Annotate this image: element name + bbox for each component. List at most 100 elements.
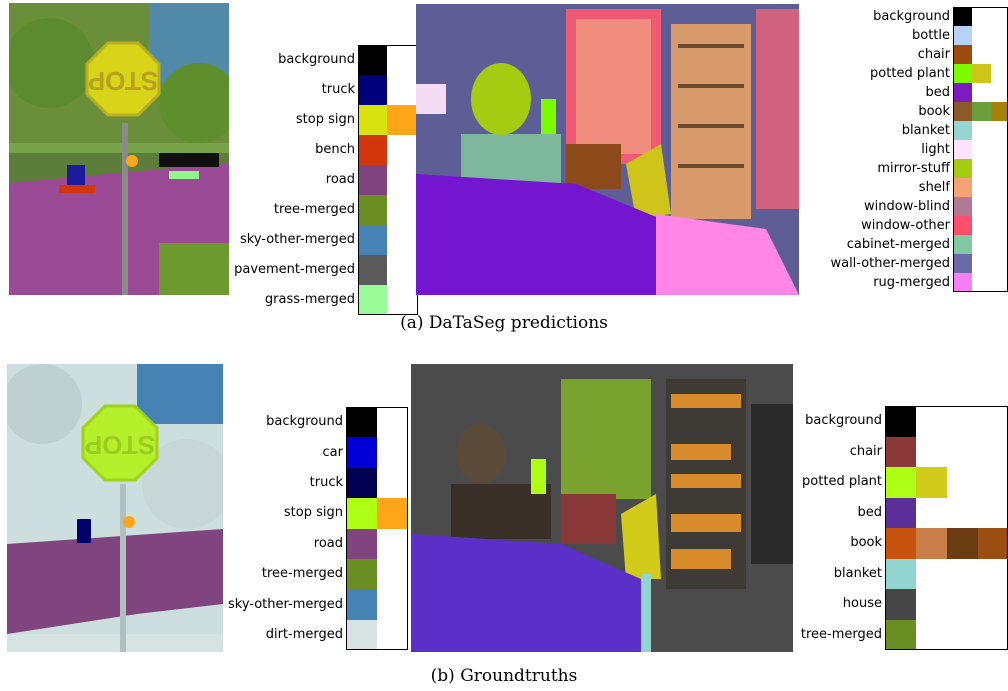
legend-swatch	[358, 75, 387, 105]
legend-row-stop-sign: stop sign	[296, 105, 418, 135]
legend-label: mirror-stuff	[877, 160, 950, 176]
legend-swatch	[953, 178, 972, 197]
legend-label: road	[313, 535, 343, 551]
legend-swatch	[916, 528, 947, 559]
legend-swatch	[885, 467, 916, 498]
legend-swatch	[885, 558, 916, 589]
legend-label: blanket	[901, 122, 950, 138]
legend-label: wall-other-merged	[830, 255, 950, 271]
legend-swatch	[885, 497, 916, 528]
legend-swatch	[972, 64, 991, 83]
legend-label: chair	[917, 46, 950, 62]
legend-swatch	[358, 45, 387, 75]
caption-a: (a) DaTaSeg predictions	[400, 313, 608, 333]
caption-b: (b) Groundtruths	[430, 666, 578, 686]
legend-swatch	[953, 273, 972, 292]
legend-row-book: book	[918, 102, 1008, 121]
legend-row-potted-plant: potted plant	[802, 467, 1008, 498]
legend-label: light	[921, 141, 950, 157]
legend-pred-room: background bottle chair potted plant bed book…	[830, 7, 1008, 294]
legend-label: shelf	[918, 179, 950, 195]
legend-row-bottle: bottle	[912, 26, 1008, 45]
legend-label: stop sign	[295, 112, 355, 127]
legend-label: car	[322, 444, 343, 460]
legend-row-bench: bench	[315, 135, 418, 165]
legend-row-truck: truck	[310, 467, 408, 499]
legend-label: road	[325, 172, 355, 187]
legend-gt-room: background chair potted plant bed book blanke…	[801, 406, 1008, 650]
legend-swatch	[953, 159, 972, 178]
legend-swatch	[346, 528, 377, 559]
legend-label: bed	[925, 84, 950, 100]
legend-frame	[885, 406, 1008, 650]
legend-label: tree-merged	[800, 626, 882, 642]
legend-row-dirt-merged: dirt-merged	[266, 619, 408, 651]
legend-label: bench	[315, 142, 355, 157]
legend-row-wall-other-merged: wall-other-merged	[830, 254, 1008, 273]
legend-swatch	[953, 83, 972, 102]
legend-label: blanket	[833, 565, 882, 581]
pred-room-image	[416, 4, 799, 295]
legend-row-shelf: shelf	[919, 178, 1008, 197]
legend-row-stop-sign: stop sign	[284, 498, 408, 529]
legend-swatch	[377, 498, 408, 529]
legend-frame	[358, 45, 418, 315]
legend-row-window-other: window-other	[861, 216, 1008, 235]
legend-label: truck	[321, 82, 355, 97]
legend-row-chair: chair	[850, 436, 1008, 467]
legend-swatch	[953, 45, 972, 64]
legend-row-bed: bed	[925, 83, 1008, 102]
legend-label: pavement-merged	[234, 262, 355, 277]
legend-row-blanket: blanket	[834, 558, 1008, 589]
legend-gt-street: background car truck stop sign road tree-merg…	[228, 407, 408, 651]
legend-swatch	[978, 528, 1008, 559]
legend-swatch	[346, 559, 377, 590]
legend-label: truck	[309, 474, 343, 490]
legend-label: sky-other-merged	[239, 232, 355, 247]
legend-label: sky-other-merged	[227, 596, 343, 612]
legend-swatch	[346, 498, 377, 529]
legend-swatch	[947, 528, 978, 559]
legend-row-grass-merged: grass-merged	[265, 285, 418, 315]
legend-swatch	[346, 619, 377, 651]
legend-row-sky-other-merged: sky-other-merged	[240, 225, 418, 255]
legend-swatch	[346, 467, 377, 499]
legend-swatch	[991, 102, 1008, 121]
legend-swatch	[885, 406, 916, 437]
legend-swatch	[387, 105, 416, 135]
legend-label: chair	[849, 443, 882, 459]
legend-swatch	[953, 235, 972, 254]
legend-row-mirror-stuff: mirror-stuff	[877, 159, 1008, 178]
legend-label: book	[850, 535, 882, 551]
legend-row-background: background	[805, 406, 1008, 437]
legend-label: window-blind	[864, 198, 950, 214]
legend-label: background	[805, 413, 882, 429]
legend-swatch	[358, 195, 387, 225]
legend-swatch	[953, 197, 972, 216]
legend-row-cabinet-merged: cabinet-merged	[847, 235, 1008, 254]
legend-swatch	[358, 285, 387, 315]
legend-label: tree-merged	[273, 202, 355, 217]
legend-swatch	[953, 121, 972, 140]
legend-row-car: car	[323, 437, 408, 468]
gt-street-image: STOP	[7, 364, 223, 652]
legend-row-book: book	[850, 528, 1008, 559]
legend-row-background: background	[873, 7, 1008, 26]
legend-swatch	[953, 64, 972, 83]
legend-row-chair: chair	[918, 45, 1008, 64]
legend-swatch	[953, 26, 972, 45]
legend-row-rug-merged: rug-merged	[873, 273, 1008, 292]
legend-swatch	[358, 255, 387, 285]
legend-swatch	[885, 436, 916, 467]
legend-label: bottle	[911, 27, 950, 43]
gt-stop-sign-text: STOP	[85, 430, 155, 460]
legend-swatch	[346, 407, 377, 438]
legend-label: grass-merged	[264, 292, 355, 307]
legend-label: potted plant	[870, 65, 950, 81]
legend-label: tree-merged	[261, 566, 343, 582]
legend-row-road: road	[314, 528, 408, 559]
legend-row-light: light	[921, 140, 1008, 159]
legend-row-tree-merged: tree-merged	[262, 559, 408, 590]
legend-swatch	[885, 619, 916, 650]
legend-label: house	[842, 596, 882, 612]
